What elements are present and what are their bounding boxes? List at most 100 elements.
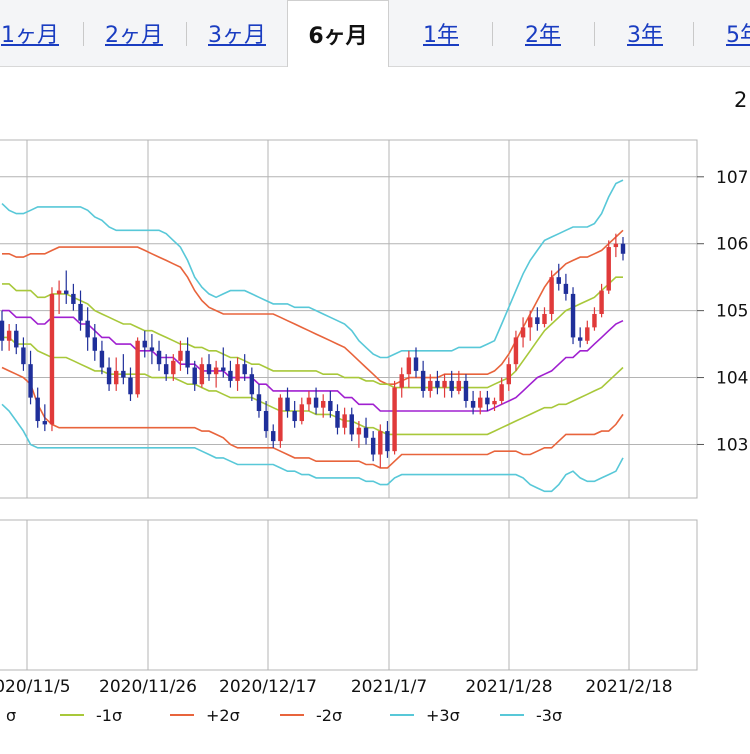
candle-body [485, 397, 490, 405]
candle-body [370, 437, 376, 455]
candle-body [385, 431, 390, 452]
candle-down [149, 334, 155, 365]
band-minus3 [1, 403, 624, 493]
candle-body [570, 293, 576, 338]
candle-up [406, 350, 412, 388]
y-tick-label: 106 [716, 235, 748, 255]
candle-body [492, 400, 497, 405]
candle-body [206, 364, 212, 375]
tab-5[interactable]: 1年 [423, 23, 459, 48]
candle-up [199, 357, 205, 388]
candle-down [121, 354, 126, 385]
candle-up [520, 317, 526, 348]
candle-up [513, 330, 519, 371]
candle-down [335, 404, 340, 435]
legend-label: -2σ [316, 706, 342, 725]
candle-down [563, 273, 569, 301]
candle-body [463, 380, 469, 401]
tab-3[interactable]: 3ヶ月 [208, 23, 266, 48]
candle-body [192, 367, 197, 385]
candle-body [135, 340, 140, 395]
tab-2[interactable]: 2ヶ月 [105, 23, 163, 48]
candle-body [14, 330, 19, 348]
candle-down [28, 350, 33, 405]
candle-body [78, 303, 83, 321]
candle-body [620, 243, 626, 254]
legend-label: +3σ [426, 706, 460, 725]
candle-down [285, 387, 290, 418]
tab-6[interactable]: 2年 [525, 23, 561, 48]
candle-down [363, 417, 369, 445]
candle-down [85, 307, 90, 351]
price-panel-frame [0, 139, 698, 499]
candle-up [320, 394, 326, 418]
candle-body [171, 360, 176, 375]
candle-down [577, 327, 583, 348]
candle-body [28, 364, 33, 398]
candle-up [306, 390, 312, 412]
candle-body [299, 404, 305, 422]
candle-body [42, 421, 48, 425]
candle-body [56, 290, 62, 294]
candle-body [470, 400, 476, 408]
candle-body [413, 357, 419, 371]
candle-up [492, 397, 497, 412]
candle-up [478, 390, 483, 415]
candle-down [106, 357, 112, 391]
candle-body [64, 290, 69, 294]
candle-body [235, 364, 240, 381]
candle-body [556, 277, 561, 284]
candle-down [192, 360, 197, 391]
candle-down [271, 424, 276, 448]
candle-body [435, 380, 440, 388]
candle-body [0, 320, 5, 341]
tab-4[interactable]: 6ヶ月 [287, 0, 389, 67]
candle-up [278, 394, 283, 448]
candle-body [149, 347, 155, 351]
legend-label: +2σ [206, 706, 240, 725]
candle-up [213, 360, 219, 388]
y-axis: 107 106 105 104 103 [697, 168, 748, 455]
candle-body [577, 337, 583, 341]
candle-down [228, 360, 233, 388]
tab-8[interactable]: 5年 [726, 23, 750, 48]
band-plus3 [1, 179, 624, 359]
candle-up [599, 283, 604, 318]
candle-body [156, 350, 162, 365]
x-tick-label: 2020/12/17 [219, 677, 317, 697]
candle-up [113, 357, 119, 391]
candle-body [99, 350, 105, 368]
candle-body [585, 327, 590, 341]
period-tab-bar: 1ヶ月 2ヶ月 3ヶ月 6ヶ月 1年 2年 3年 5年 [0, 0, 750, 67]
candle-body [599, 290, 604, 314]
candle-body [442, 380, 447, 388]
candles [0, 233, 626, 468]
candle-body [71, 293, 76, 304]
candle-body [6, 330, 12, 341]
tab-separator [693, 22, 694, 46]
candle-body [271, 431, 276, 442]
tab-7[interactable]: 3年 [627, 23, 663, 48]
volume-panel-frame [0, 519, 698, 671]
tab-separator [186, 22, 187, 46]
y-tick-label: 104 [716, 369, 748, 389]
candle-body [542, 313, 547, 325]
legend: σ -1σ +2σ -2σ +3σ -3σ [6, 706, 562, 725]
candle-up [542, 307, 547, 328]
candle-up [178, 340, 183, 371]
legend-label: -1σ [96, 706, 122, 725]
band-minus1 [2, 336, 624, 436]
candle-down [249, 367, 255, 401]
candle-body [406, 357, 412, 375]
tab-1[interactable]: 1ヶ月 [1, 23, 59, 48]
candle-up [549, 270, 554, 321]
tab-separator [83, 22, 84, 46]
y-tick-label: 103 [716, 435, 748, 455]
candle-body [121, 370, 126, 378]
x-tick-label: 2020/11/26 [99, 677, 197, 697]
candle-body [606, 247, 611, 291]
x-axis: 2020/11/5 2020/11/26 2020/12/17 2021/1/7 202… [0, 677, 673, 697]
band-sma [2, 309, 624, 412]
candle-down [99, 340, 105, 375]
candle-body [249, 374, 255, 395]
